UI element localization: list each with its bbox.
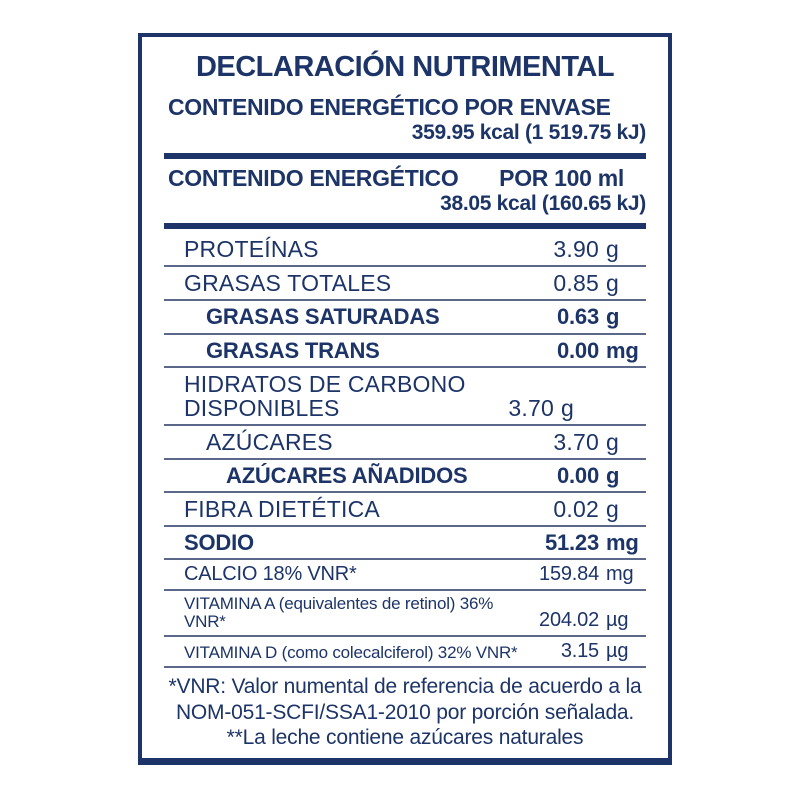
thin-divider [164,525,646,528]
nutrient-row: HIDRATOS DE CARBONO DISPONIBLES 3.70 g [164,368,646,424]
nutrient-name: CALCIO 18% VNR* [184,563,357,586]
nutrient-unit: g [606,463,620,489]
nutrient-name: GRASAS SATURADAS [206,304,440,330]
nutrient-row: FIBRA DIETÉTICA 0.02 g [164,493,646,525]
nutrient-unit: mg [606,337,639,363]
nutrient-name: GRASAS TOTALES [184,270,392,297]
thin-divider [164,491,646,494]
thin-divider [164,365,646,368]
nutrient-row: GRASAS TRANS 0.00 mg [164,335,646,366]
nutrient-table: PROTEÍNAS 3.90 g GRASAS TOTALES 0.85 g G… [164,233,646,669]
nutrient-name: VITAMINA A (equivalentes de retinol) 36%… [184,594,494,632]
nutrient-name: PROTEÍNAS [184,236,319,263]
nutrient-name: AZÚCARES [206,428,333,455]
label-title: DECLARACIÓN NUTRIMENTAL [195,51,615,83]
thin-divider [164,458,646,461]
nutrient-row: VITAMINA A (equivalentes de retinol) 36%… [164,591,646,635]
nutrient-row: GRASAS TOTALES 0.85 g [164,267,646,299]
footnote-natural-sugars: **La leche contiene azúcares naturales [226,726,584,750]
thin-divider [164,299,646,302]
nutrient-name: AZÚCARES AÑADIDOS [226,463,468,489]
nutrient-row: AZÚCARES AÑADIDOS 0.00 g [164,460,646,491]
nutrient-amount: 0.00 [556,337,599,363]
nutrient-unit: mg [606,563,634,586]
nutrient-amount: 3.90 [553,236,599,263]
nutrient-amount: 159.84 [539,563,599,586]
nutrient-row: VITAMINA D (como colecalciferol) 32% VNR… [164,637,646,666]
energy-per-container-value: 359.95 kcal (1 519.75 kJ) [411,121,647,145]
energy-per-container-section: CONTENIDO ENERGÉTICO POR ENVASE 359.95 k… [164,92,646,151]
nutrient-amount: 51.23 [544,530,599,556]
nutrient-name: FIBRA DIETÉTICA [184,496,380,523]
energy-per-100ml-heading: CONTENIDO ENERGÉTICO [168,164,459,191]
energy-per-container-heading: CONTENIDO ENERGÉTICO POR ENVASE [168,94,611,120]
nutrient-amount: 0.00 [556,463,599,489]
nutrient-amount: 3.70 [508,394,554,421]
nutrient-row: PROTEÍNAS 3.90 g [164,233,646,265]
nutrient-unit: g [606,428,619,455]
nutrient-row: SODIO 51.23 mg [164,527,646,558]
thin-divider [164,589,646,592]
nutrient-amount: 0.02 [553,496,599,523]
nutrition-facts-panel: DECLARACIÓN NUTRIMENTAL CONTENIDO ENERGÉ… [138,33,672,765]
nutrient-unit: g [606,496,619,523]
nutrient-amount: 204.02 [539,609,599,632]
energy-per-100ml-portion: POR 100 ml [499,164,624,191]
nutrient-unit: g [606,236,619,263]
nutrient-amount: 0.63 [556,304,599,330]
footnote-vnr: *VNR: Valor numental de referencia de ac… [168,675,642,724]
nutrient-unit: mg [606,530,639,556]
nutrient-name: SODIO [184,530,254,556]
thin-divider [164,666,646,669]
nutrient-amount: 3.70 [553,428,599,455]
thin-divider [164,558,646,561]
nutrient-unit: g [606,304,620,330]
nutrient-row: GRASAS SATURADAS 0.63 g [164,301,646,332]
thin-divider [164,265,646,268]
thick-divider [164,152,646,159]
nutrient-unit: g [561,394,574,421]
nutrient-name: GRASAS TRANS [206,337,380,363]
thin-divider [164,635,646,638]
nutrient-row: CALCIO 18% VNR* 159.84 mg [164,560,646,589]
thick-divider [164,223,646,230]
energy-per-100ml-value: 38.05 kcal (160.65 kJ) [440,192,646,216]
nutrient-name: VITAMINA D (como colecalciferol) 32% VNR… [184,643,518,663]
energy-per-100ml-section: CONTENIDO ENERGÉTICO POR 100 ml 38.05 kc… [164,163,646,222]
nutrient-unit: µg [606,640,629,663]
nutrient-unit: g [606,270,619,297]
thin-divider [164,332,646,335]
nutrient-name: HIDRATOS DE CARBONO DISPONIBLES [184,370,466,421]
nutrient-unit: µg [606,609,629,632]
nutrient-row: AZÚCARES 3.70 g [164,426,646,458]
thin-divider [164,423,646,426]
nutrient-amount: 3.15 [560,640,599,663]
nutrient-amount: 0.85 [553,270,599,297]
footnotes: *VNR: Valor numental de referencia de ac… [164,668,646,751]
